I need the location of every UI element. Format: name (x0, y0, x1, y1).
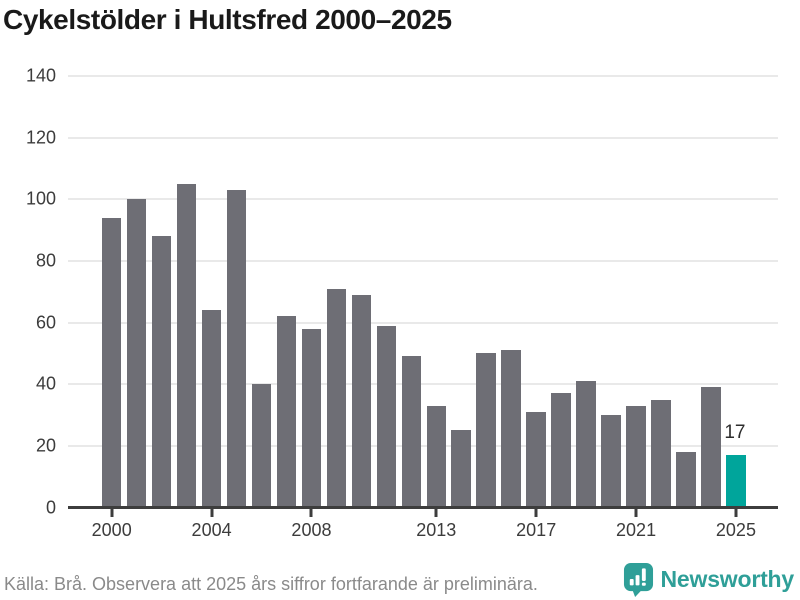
bar-2020 (601, 415, 621, 508)
gridline-100 (68, 198, 778, 201)
x-axis-label: 2008 (291, 519, 332, 540)
bar-2009 (326, 288, 347, 508)
gridline-80 (68, 259, 778, 262)
chart-title: Cykelstölder i Hultsfred 2000–2025 (3, 4, 452, 35)
gridline-120 (68, 136, 778, 139)
bar-2015 (476, 353, 497, 508)
x-tick-2017 (534, 509, 538, 517)
bar-2016 (501, 350, 521, 508)
bar-2002 (151, 236, 172, 508)
bar-2003 (176, 183, 197, 508)
y-axis-label: 120 (25, 127, 56, 148)
x-tick-2004 (210, 509, 214, 517)
x-axis-label: 2017 (516, 519, 557, 540)
bar-2007 (276, 316, 297, 508)
bar-2010 (351, 294, 372, 508)
bar-2025 (726, 455, 746, 508)
bar-2004 (201, 310, 222, 508)
x-axis-line (68, 506, 778, 509)
bar-2023 (676, 452, 696, 508)
gridline-60 (68, 321, 778, 324)
x-tick-2025 (734, 509, 738, 517)
bar-2017 (526, 411, 546, 508)
bar-2011 (376, 325, 397, 508)
bar-2012 (401, 356, 422, 508)
bar-2018 (551, 393, 571, 508)
bar-2005 (226, 190, 247, 508)
x-tick-2008 (309, 509, 313, 517)
bar-2000 (101, 217, 122, 508)
gridline-20 (68, 444, 778, 447)
bar-2019 (576, 381, 596, 508)
y-axis-label: 140 (25, 65, 56, 86)
x-tick-2000 (110, 509, 114, 517)
bar-2001 (126, 199, 147, 508)
x-axis-label: 2021 (616, 519, 657, 540)
newsworthy-logo-icon (623, 562, 654, 597)
x-tick-2013 (434, 509, 438, 517)
y-axis-label: 40 (35, 373, 56, 394)
y-axis-label: 100 (25, 188, 56, 209)
x-axis-label: 2000 (91, 519, 132, 540)
x-axis-label: 2013 (416, 519, 457, 540)
y-axis-label: 60 (35, 312, 56, 333)
bar-2006 (251, 384, 272, 508)
bar-2022 (651, 399, 671, 508)
y-axis-label: 20 (35, 435, 56, 456)
bar-2008 (301, 328, 322, 508)
bar-2014 (451, 430, 472, 508)
bar-2013 (426, 405, 447, 508)
gridline-140 (68, 75, 778, 77)
newsworthy-logo: Newsworthy (623, 562, 794, 597)
x-tick-2021 (634, 509, 638, 517)
source-note: Källa: Brå. Observera att 2025 års siffr… (4, 574, 538, 594)
y-axis-label: 80 (35, 250, 56, 271)
bar-2021 (626, 405, 646, 508)
highlight-value-label: 17 (724, 422, 746, 444)
bar-2024 (701, 387, 721, 508)
newsworthy-logo-text: Newsworthy (660, 566, 795, 592)
x-axis-label: 2004 (191, 519, 232, 540)
x-axis-label: 2025 (715, 519, 756, 540)
y-axis-label: 0 (45, 497, 56, 517)
gridline-40 (68, 383, 778, 386)
